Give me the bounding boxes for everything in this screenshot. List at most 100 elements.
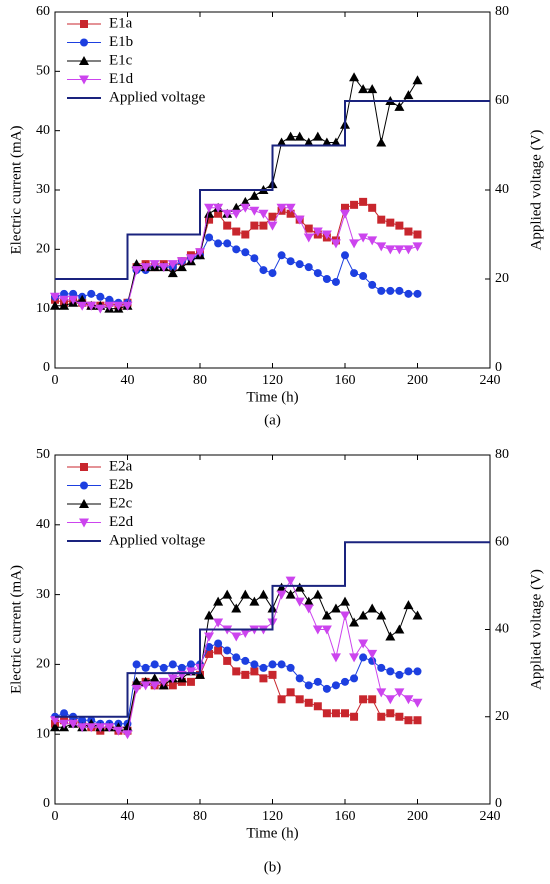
- legend-marker: [80, 20, 88, 28]
- legend-label: E1d: [109, 71, 134, 87]
- marker: [294, 582, 305, 592]
- marker: [367, 603, 378, 613]
- marker: [294, 131, 305, 141]
- marker: [222, 589, 233, 599]
- marker: [330, 653, 341, 663]
- marker: [330, 239, 341, 249]
- marker: [412, 698, 423, 708]
- marker: [276, 203, 287, 213]
- marker: [50, 292, 60, 302]
- marker: [77, 294, 88, 304]
- marker: [68, 295, 79, 305]
- marker: [294, 597, 305, 607]
- marker: [394, 101, 405, 111]
- marker: [321, 230, 332, 240]
- marker: [77, 301, 88, 311]
- marker: [412, 610, 423, 620]
- marker: [313, 702, 322, 711]
- marker: [50, 722, 60, 732]
- marker: [223, 646, 232, 655]
- marker: [159, 663, 168, 672]
- marker: [358, 639, 369, 649]
- marker: [386, 218, 395, 227]
- marker: [232, 245, 241, 254]
- marker: [241, 248, 250, 257]
- marker: [249, 190, 260, 200]
- series-line: [55, 541, 490, 718]
- legend-marker: [79, 56, 89, 65]
- marker: [359, 653, 368, 662]
- y2-tick-label: 80: [495, 447, 509, 462]
- marker: [358, 610, 369, 620]
- marker: [258, 209, 269, 219]
- marker: [367, 649, 378, 659]
- y-tick-label: 60: [36, 4, 50, 19]
- marker: [295, 674, 304, 683]
- y2-tick-label: 0: [495, 360, 502, 375]
- y-tick-label: 40: [36, 123, 50, 138]
- marker: [359, 695, 368, 704]
- legend-marker: [79, 518, 89, 528]
- marker: [232, 667, 241, 676]
- marker: [204, 203, 215, 213]
- marker: [205, 215, 214, 224]
- marker: [277, 660, 286, 669]
- marker: [331, 681, 340, 690]
- marker: [303, 137, 314, 147]
- marker: [168, 660, 177, 669]
- y2-tick-label: 60: [495, 93, 509, 108]
- marker: [249, 206, 260, 216]
- y2-axis-label: Applied voltage (V): [528, 569, 544, 690]
- marker: [367, 84, 378, 94]
- x-tick-label: 80: [193, 373, 207, 388]
- marker: [276, 137, 287, 147]
- marker: [86, 301, 97, 311]
- marker: [413, 667, 422, 676]
- marker: [232, 227, 241, 236]
- marker: [377, 712, 386, 721]
- legend-marker: [79, 499, 89, 508]
- marker: [150, 660, 159, 669]
- legend-label: Applied voltage: [109, 89, 206, 105]
- marker: [368, 203, 377, 212]
- marker: [59, 300, 70, 310]
- marker: [403, 695, 414, 705]
- marker: [277, 695, 286, 704]
- marker: [303, 233, 314, 243]
- y2-tick-label: 60: [495, 534, 509, 549]
- marker: [214, 239, 223, 248]
- marker: [385, 695, 396, 705]
- marker: [276, 590, 287, 600]
- marker: [395, 221, 404, 230]
- marker: [331, 277, 340, 286]
- marker: [312, 131, 323, 141]
- marker: [258, 589, 269, 599]
- x-tick-label: 80: [193, 809, 207, 824]
- marker: [95, 723, 106, 733]
- marker: [59, 719, 70, 729]
- marker: [195, 669, 205, 679]
- marker: [394, 688, 405, 698]
- marker: [403, 600, 414, 610]
- marker: [322, 709, 331, 718]
- marker: [77, 723, 88, 733]
- marker: [214, 646, 223, 655]
- legend-label: E1b: [109, 34, 133, 50]
- marker: [176, 257, 187, 267]
- marker: [304, 681, 313, 690]
- marker: [167, 674, 178, 684]
- marker: [330, 603, 341, 613]
- marker: [412, 242, 423, 252]
- marker: [404, 667, 413, 676]
- marker: [149, 681, 160, 691]
- y-tick-label: 20: [36, 242, 50, 257]
- marker: [321, 137, 332, 147]
- marker: [149, 673, 160, 683]
- marker: [322, 275, 331, 283]
- y-tick-label: 10: [36, 301, 50, 316]
- marker: [240, 628, 251, 638]
- marker: [177, 663, 186, 672]
- marker: [303, 604, 314, 614]
- marker: [358, 84, 369, 94]
- x-tick-label: 40: [121, 809, 135, 824]
